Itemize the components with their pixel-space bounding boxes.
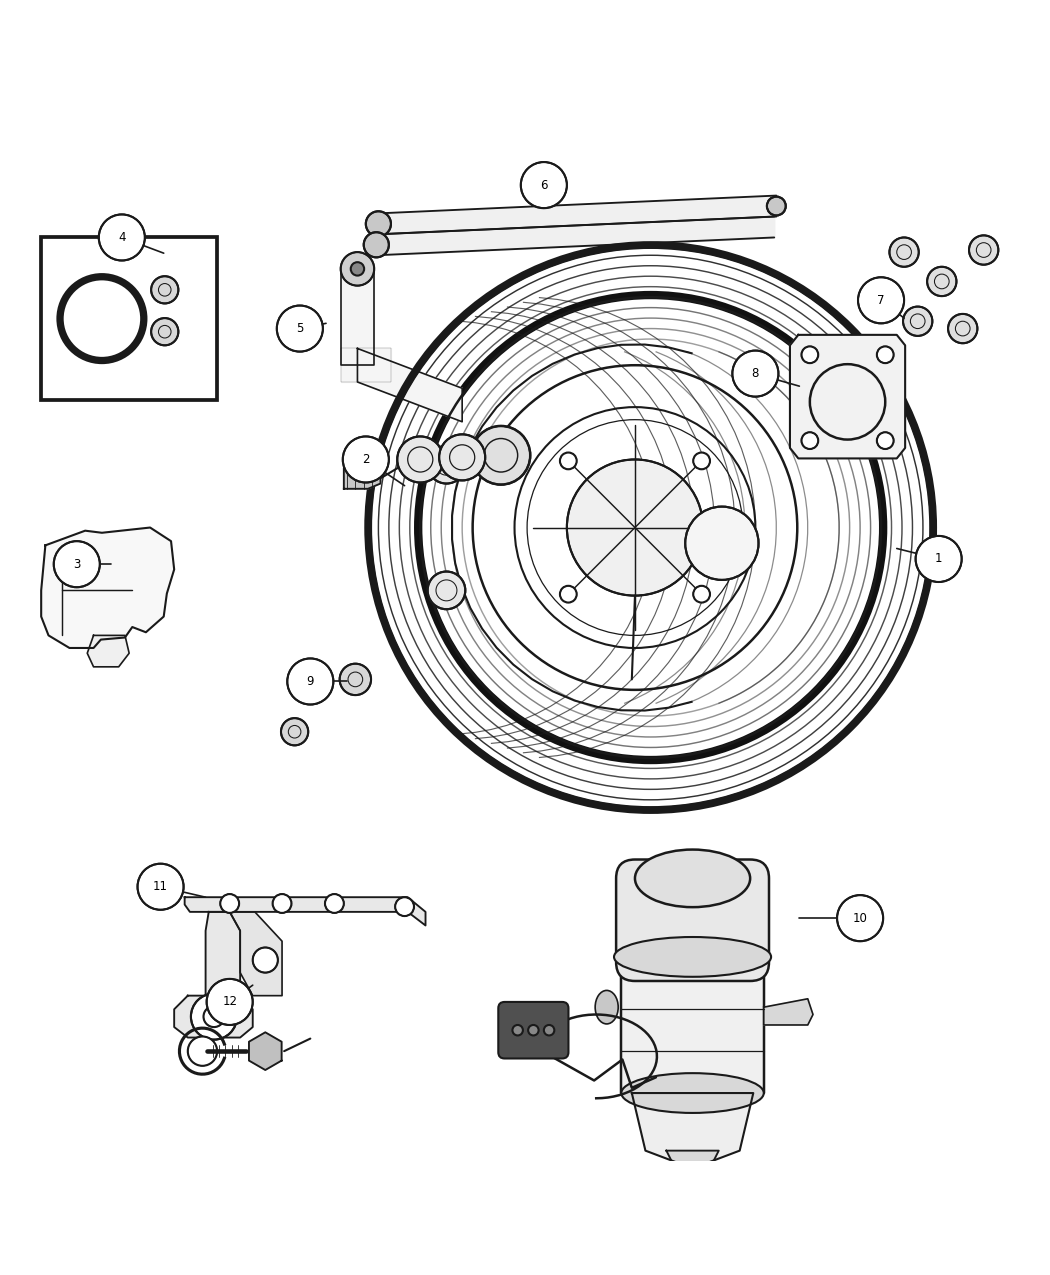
Text: 11: 11 <box>153 880 168 894</box>
Circle shape <box>99 214 145 260</box>
Circle shape <box>138 863 184 910</box>
Circle shape <box>801 432 818 449</box>
Circle shape <box>188 1037 217 1066</box>
Circle shape <box>427 446 465 483</box>
Polygon shape <box>174 996 253 1038</box>
Polygon shape <box>357 348 462 422</box>
Ellipse shape <box>622 1074 763 1113</box>
Bar <box>41 237 217 400</box>
Circle shape <box>351 263 364 275</box>
Text: 6: 6 <box>540 179 548 191</box>
Ellipse shape <box>635 849 750 907</box>
Circle shape <box>365 212 391 236</box>
Polygon shape <box>41 528 174 648</box>
Circle shape <box>693 453 710 469</box>
Polygon shape <box>790 335 905 459</box>
Circle shape <box>521 162 567 208</box>
Circle shape <box>801 347 818 363</box>
Circle shape <box>191 993 237 1039</box>
Text: 12: 12 <box>223 996 237 1009</box>
Circle shape <box>837 895 883 941</box>
Text: 5: 5 <box>296 323 303 335</box>
Circle shape <box>766 196 785 215</box>
Polygon shape <box>230 912 282 996</box>
Text: 2: 2 <box>362 453 370 465</box>
Circle shape <box>877 347 894 363</box>
Circle shape <box>342 436 388 482</box>
Text: 9: 9 <box>307 674 314 688</box>
Ellipse shape <box>614 937 771 977</box>
Ellipse shape <box>622 933 763 980</box>
Polygon shape <box>343 468 380 488</box>
Circle shape <box>528 1025 539 1035</box>
Text: 4: 4 <box>118 231 126 244</box>
Circle shape <box>916 536 962 581</box>
Circle shape <box>427 571 465 609</box>
Polygon shape <box>622 958 763 1093</box>
Circle shape <box>151 277 178 303</box>
Circle shape <box>544 1025 554 1035</box>
FancyBboxPatch shape <box>499 1002 568 1058</box>
Polygon shape <box>249 1033 281 1070</box>
Circle shape <box>889 237 919 266</box>
Circle shape <box>567 459 704 595</box>
Polygon shape <box>667 1150 719 1187</box>
Polygon shape <box>206 912 240 1006</box>
Circle shape <box>281 718 309 746</box>
Circle shape <box>54 541 100 588</box>
Circle shape <box>877 432 894 449</box>
Circle shape <box>732 351 778 397</box>
Circle shape <box>560 585 576 603</box>
Circle shape <box>471 426 530 484</box>
Text: 1: 1 <box>934 552 943 565</box>
Circle shape <box>948 314 978 343</box>
Circle shape <box>220 894 239 913</box>
Circle shape <box>288 658 333 705</box>
Circle shape <box>903 306 932 335</box>
Circle shape <box>273 894 292 913</box>
Circle shape <box>693 585 710 603</box>
Circle shape <box>969 236 999 265</box>
Circle shape <box>207 979 253 1025</box>
Circle shape <box>439 435 485 481</box>
Circle shape <box>277 306 323 352</box>
Polygon shape <box>340 348 391 382</box>
Circle shape <box>686 506 758 580</box>
Circle shape <box>253 947 278 973</box>
Text: 3: 3 <box>74 557 81 571</box>
Circle shape <box>927 266 957 296</box>
Circle shape <box>397 436 443 482</box>
Circle shape <box>395 898 414 915</box>
Circle shape <box>560 453 576 469</box>
Polygon shape <box>87 635 129 667</box>
Circle shape <box>339 664 371 695</box>
Polygon shape <box>763 998 813 1025</box>
Text: 7: 7 <box>878 293 885 307</box>
Ellipse shape <box>595 991 618 1024</box>
Text: 10: 10 <box>853 912 867 924</box>
FancyBboxPatch shape <box>616 859 769 980</box>
Polygon shape <box>185 898 425 926</box>
Polygon shape <box>340 269 374 365</box>
Circle shape <box>204 1006 225 1028</box>
Text: 8: 8 <box>752 367 759 380</box>
Circle shape <box>512 1025 523 1035</box>
Circle shape <box>326 894 343 913</box>
Circle shape <box>363 232 388 258</box>
Circle shape <box>858 277 904 324</box>
Circle shape <box>151 317 178 346</box>
Polygon shape <box>632 1093 753 1168</box>
Circle shape <box>340 252 374 286</box>
